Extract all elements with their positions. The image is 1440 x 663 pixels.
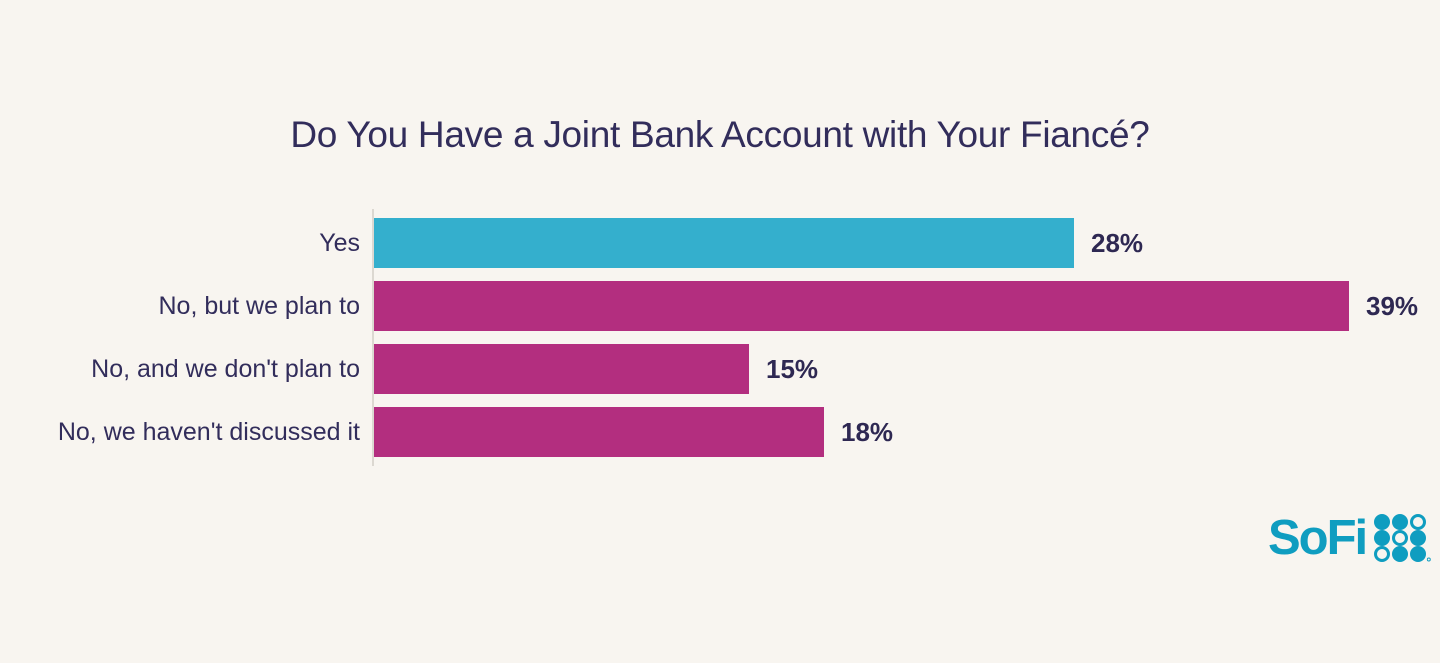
- category-label: Yes: [319, 228, 360, 257]
- bar-row: No, we haven't discussed it 18%: [0, 407, 1418, 457]
- bar-row: No, but we plan to 39%: [0, 281, 1418, 331]
- bar: [374, 218, 1074, 268]
- sofi-dot-grid-icon: [1374, 514, 1431, 562]
- value-label: 18%: [841, 416, 894, 447]
- category-label: No, but we plan to: [158, 291, 360, 320]
- registered-mark-icon: [1427, 557, 1431, 562]
- bars-container: Yes 28% No, but we plan to 39% No, and we do…: [0, 218, 1418, 470]
- chart-title: Do You Have a Joint Bank Account with Yo…: [290, 114, 1150, 155]
- value-label: 15%: [766, 353, 819, 384]
- sofi-logo: SoFi: [1268, 510, 1431, 566]
- category-label: No, and we don't plan to: [91, 354, 360, 383]
- bar-row: Yes 28%: [0, 218, 1418, 268]
- y-axis-line: [372, 209, 374, 466]
- category-label: No, we haven't discussed it: [57, 417, 360, 446]
- value-label: 39%: [1366, 290, 1419, 321]
- bar: [374, 407, 824, 457]
- sofi-logo-text: SoFi: [1268, 511, 1368, 565]
- bar: [374, 281, 1349, 331]
- bar-row: No, and we don't plan to 15%: [0, 344, 1418, 394]
- value-label: 28%: [1091, 227, 1144, 258]
- bar: [374, 344, 749, 394]
